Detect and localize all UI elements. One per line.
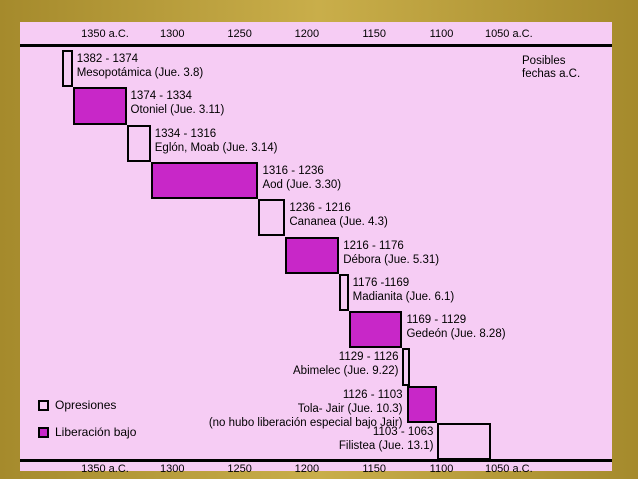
period-bar	[126, 124, 151, 162]
period-label: 1236 - 1216 Cananea (Jue. 4.3)	[289, 201, 387, 229]
period-name: Filistea (Jue. 13.1)	[338, 440, 434, 452]
bottom-axis-line	[20, 459, 612, 462]
period-name: Cananea (Jue. 4.3)	[289, 216, 388, 229]
period-label: 1169 - 1129 Gedeón (Jue. 8.28)	[406, 313, 505, 341]
legend-liberation: Liberación bajo	[38, 425, 136, 439]
period-bar	[150, 161, 259, 200]
period-name: Débora (Jue. 5.31)	[343, 253, 440, 266]
period-label: 1334 - 1316 Eglón, Moab (Jue. 3.14)	[155, 127, 278, 155]
period-label: 1382 - 1374 Mesopotámica (Jue. 3.8)	[77, 52, 204, 80]
period-label: 1103 - 1063 Filistea (Jue. 13.1)	[339, 425, 434, 453]
period-name: Madianita (Jue. 6.1)	[352, 290, 455, 303]
period-bar	[285, 236, 340, 274]
period-bar	[61, 50, 73, 88]
axis-tick-label: 1150	[362, 28, 387, 40]
legend-oppression: Opresiones	[38, 398, 116, 412]
axis-tick-label: 1150	[362, 463, 387, 475]
note-line-1: Posibles	[522, 55, 566, 67]
period-name: Gedeón (Jue. 8.28)	[406, 328, 506, 341]
period-label: 1129 - 1126 Abimelec (Jue. 9.22)	[293, 350, 398, 378]
note-line-2: fechas a.C.	[522, 68, 581, 80]
period-bar	[258, 199, 286, 237]
period-bar	[402, 348, 411, 386]
period-label: 1126 - 1103 Tola- Jair (Jue. 10.3) (no hub…	[209, 388, 403, 430]
oppression-swatch	[38, 399, 49, 411]
period-range: 1316 - 1236	[262, 164, 324, 177]
axis-tick-label: 1250	[227, 463, 252, 475]
axis-tick-label: 1050 a.C.	[484, 463, 533, 475]
period-range: 1374 - 1334	[130, 90, 192, 103]
axis-tick-label: 1350 a.C.	[81, 28, 129, 40]
axis-tick-label: 1200	[294, 28, 320, 40]
period-name: Aod (Jue. 3.30)	[262, 178, 342, 191]
legend-liberation-label: Liberación bajo	[55, 425, 137, 439]
axis-tick-label: 1250	[227, 28, 252, 40]
period-note: (no hubo liberación especial bajo Jair)	[208, 416, 403, 429]
period-bar	[348, 311, 403, 349]
axis-tick-label: 1300	[160, 28, 185, 40]
axis-tick-label: 1100	[429, 463, 454, 475]
axis-tick-label: 1200	[294, 463, 320, 475]
period-range: 1103 - 1063	[372, 426, 434, 438]
period-label: 1176 -1169 Madianita (Jue. 6.1)	[353, 276, 455, 304]
period-name: Tola- Jair (Jue. 10.3)	[297, 402, 403, 415]
timeline-chart: 1350 a.C. 1300 1250 1200 1150 1100 1050 a.C. 1…	[20, 22, 612, 475]
period-name: Abimelec (Jue. 9.22)	[293, 365, 399, 378]
period-range: 1236 - 1216	[289, 202, 351, 215]
top-axis-line	[20, 44, 612, 47]
legend-oppression-label: Opresiones	[55, 398, 117, 412]
axis-tick-label: 1050 a.C.	[484, 28, 533, 40]
period-name: Eglón, Moab (Jue. 3.14)	[154, 141, 278, 154]
liberation-swatch	[38, 426, 49, 438]
period-name: Otoniel (Jue. 3.11)	[130, 104, 225, 117]
period-range: 1169 - 1129	[406, 314, 467, 327]
period-range: 1126 - 1103	[342, 388, 403, 401]
period-label: 1316 - 1236 Aod (Jue. 3.30)	[262, 164, 341, 192]
axis-tick-label: 1350 a.C.	[81, 463, 129, 475]
period-label: 1374 - 1334 Otoniel (Jue. 3.11)	[131, 89, 225, 117]
period-range: 1176 -1169	[352, 276, 410, 289]
period-bar	[437, 423, 492, 461]
period-bar	[406, 385, 438, 423]
period-bar	[339, 273, 349, 312]
axis-tick-label: 1300	[160, 463, 185, 475]
period-label: 1216 - 1176 Débora (Jue. 5.31)	[343, 239, 439, 267]
period-name: Mesopotámica (Jue. 3.8)	[76, 67, 204, 79]
period-bar	[72, 87, 127, 125]
dates-note: Posibles fechas a.C.	[522, 55, 580, 81]
period-range: 1382 - 1374	[76, 53, 139, 65]
axis-tick-label: 1100	[429, 28, 454, 40]
period-range: 1129 - 1126	[338, 351, 399, 364]
period-range: 1216 - 1176	[343, 239, 404, 252]
period-range: 1334 - 1316	[154, 127, 217, 140]
